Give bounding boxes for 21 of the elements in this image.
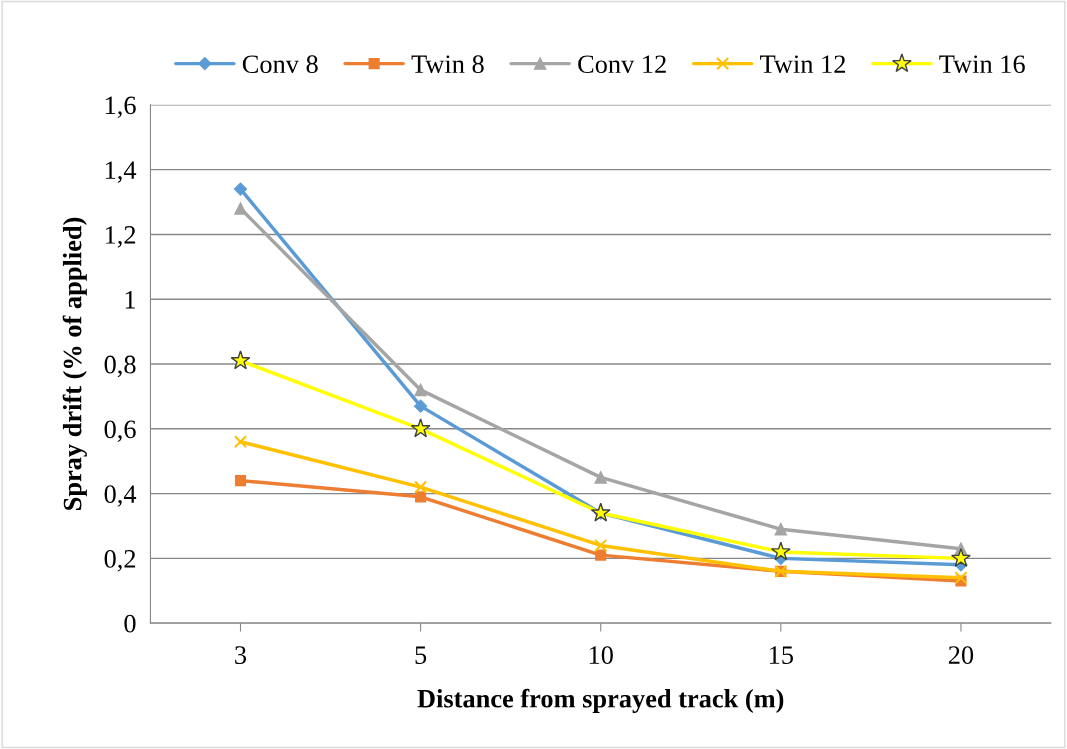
y-axis-title: Spray drift (% of applied) — [62, 217, 87, 510]
y-tick-label: 0,2 — [104, 549, 136, 572]
y-tick-label: 1,2 — [105, 226, 136, 248]
x-tick-label: 10 — [589, 646, 613, 664]
x-tick-label: 3 — [235, 646, 247, 664]
x-tick-label: 5 — [415, 646, 427, 664]
legend-label: Conv 12 — [578, 55, 666, 74]
y-tick-label: 0,6 — [104, 420, 136, 443]
legend-label: Twin 12 — [760, 55, 846, 74]
legend-label: Twin 8 — [411, 55, 484, 74]
x-tick-label: 20 — [948, 646, 974, 664]
y-tick-label: 1,6 — [105, 96, 136, 119]
x-axis-title: Distance from sprayed track (m) — [417, 688, 784, 714]
legend-label: Conv 8 — [242, 55, 318, 74]
y-tick-label: 0,8 — [104, 355, 136, 378]
y-tick-label: 1 — [125, 290, 135, 309]
y-tick-label: 1,4 — [105, 161, 137, 183]
y-tick-label: 0,4 — [104, 485, 137, 507]
y-tick-label: 0 — [124, 614, 136, 633]
x-tick-label: 15 — [769, 646, 793, 664]
legend-label: Twin 16 — [939, 55, 1025, 74]
